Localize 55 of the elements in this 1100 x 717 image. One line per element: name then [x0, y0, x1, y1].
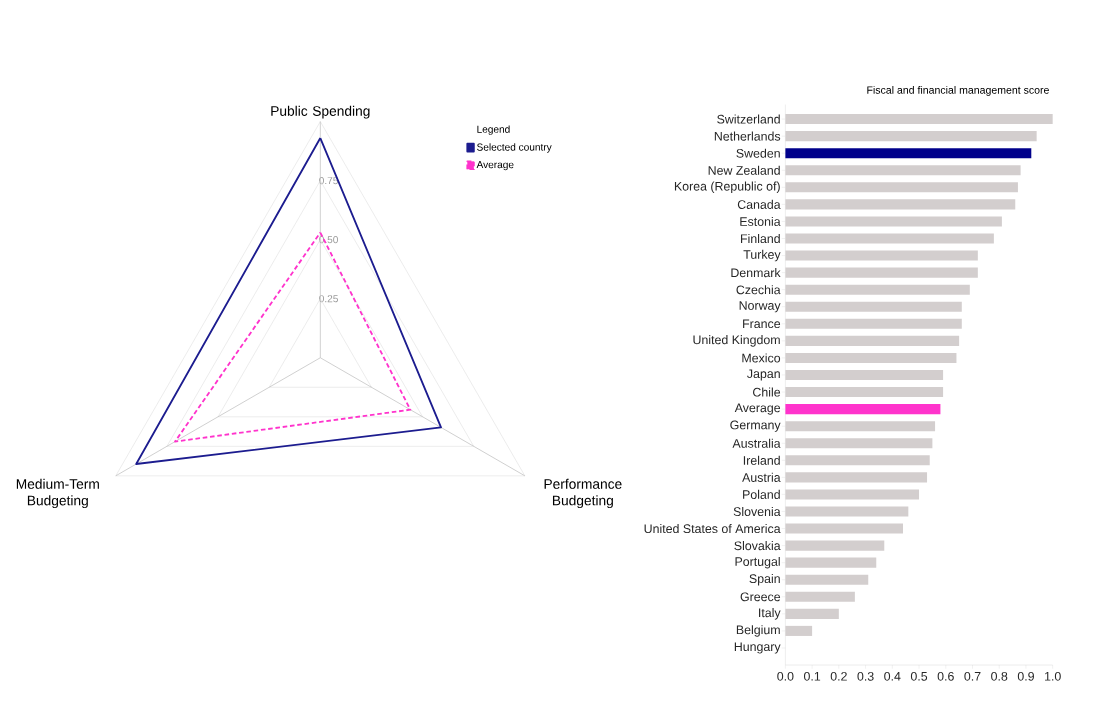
y-tick-label: Canada [737, 199, 781, 209]
y-tick-label: Slovakia [734, 540, 781, 550]
y-tick-label: Sweden [736, 148, 780, 158]
y-tick-label: Australia [732, 438, 781, 448]
spoke-label: Performance Budgeting [544, 478, 622, 508]
x-tick-label: 0.7 [964, 671, 981, 681]
x-tick-label: 0.8 [991, 671, 1008, 681]
bar [785, 403, 941, 414]
y-tick-label: Netherlands [714, 131, 781, 141]
y-tick-label: Denmark [731, 267, 781, 277]
spoke-label: Medium-Term Budgeting [16, 478, 99, 508]
y-tick-label: 0.50 [319, 235, 338, 244]
y-tick-label: Estonia [740, 216, 781, 226]
y-tick-label: Poland [743, 489, 780, 499]
y-tick-label: Czechia [736, 284, 781, 295]
y-tick-label: Spain [749, 573, 780, 586]
y-tick-label: United States of America [644, 523, 781, 533]
y-tick-label: Japan [747, 369, 780, 381]
x-tick-label: 0.9 [1017, 671, 1034, 681]
y-tick-label: Korea (Republic of) [674, 181, 780, 193]
y-tick-label: Belgium [736, 624, 780, 637]
x-tick-label: 0.5 [910, 671, 928, 681]
bar [785, 147, 1032, 159]
y-tick-label: Italy [759, 607, 781, 620]
y-tick-label: Hungary [734, 642, 781, 654]
y-tick-label: Average [734, 403, 781, 415]
x-tick-label: 1.0 [1045, 671, 1061, 681]
y-tick-label: Ireland [743, 455, 780, 465]
chart-title: Fiscal and financial management score [867, 85, 1049, 96]
x-tick-label: 0.1 [803, 671, 821, 681]
y-tick-label: Germany [730, 420, 781, 432]
legend-label: Selected country [477, 143, 552, 153]
y-tick-label: Norway [739, 301, 781, 313]
y-tick-label: Austria [742, 472, 781, 482]
y-tick-label: Mexico [742, 353, 781, 363]
spoke-label: Public Spending [271, 105, 370, 119]
y-tick-label: Greece [740, 592, 781, 602]
legend-label: Average [476, 160, 514, 170]
y-tick-label: New Zealand [708, 165, 780, 175]
y-tick-label: United Kingdom [693, 334, 780, 347]
y-tick-label: Chile [753, 387, 781, 397]
x-tick-label: 0.3 [857, 671, 874, 681]
x-tick-label: 0.2 [830, 671, 847, 681]
y-tick-label: 0.75 [319, 176, 338, 185]
x-tick-label: 0.0 [777, 671, 794, 681]
legend-title: Legend [477, 125, 510, 135]
y-tick-label: Turkey [743, 249, 781, 262]
x-tick-label: 0.6 [937, 671, 954, 681]
x-tick-label: 0.4 [884, 671, 901, 681]
y-tick-label: Slovenia [733, 506, 781, 516]
y-tick-label: Finland [741, 233, 780, 243]
y-tick-label: Portugal [735, 556, 780, 569]
y-tick-label: Switzerland [717, 114, 780, 124]
y-tick-label: France [743, 319, 781, 328]
y-tick-label: 0.25 [319, 294, 338, 303]
